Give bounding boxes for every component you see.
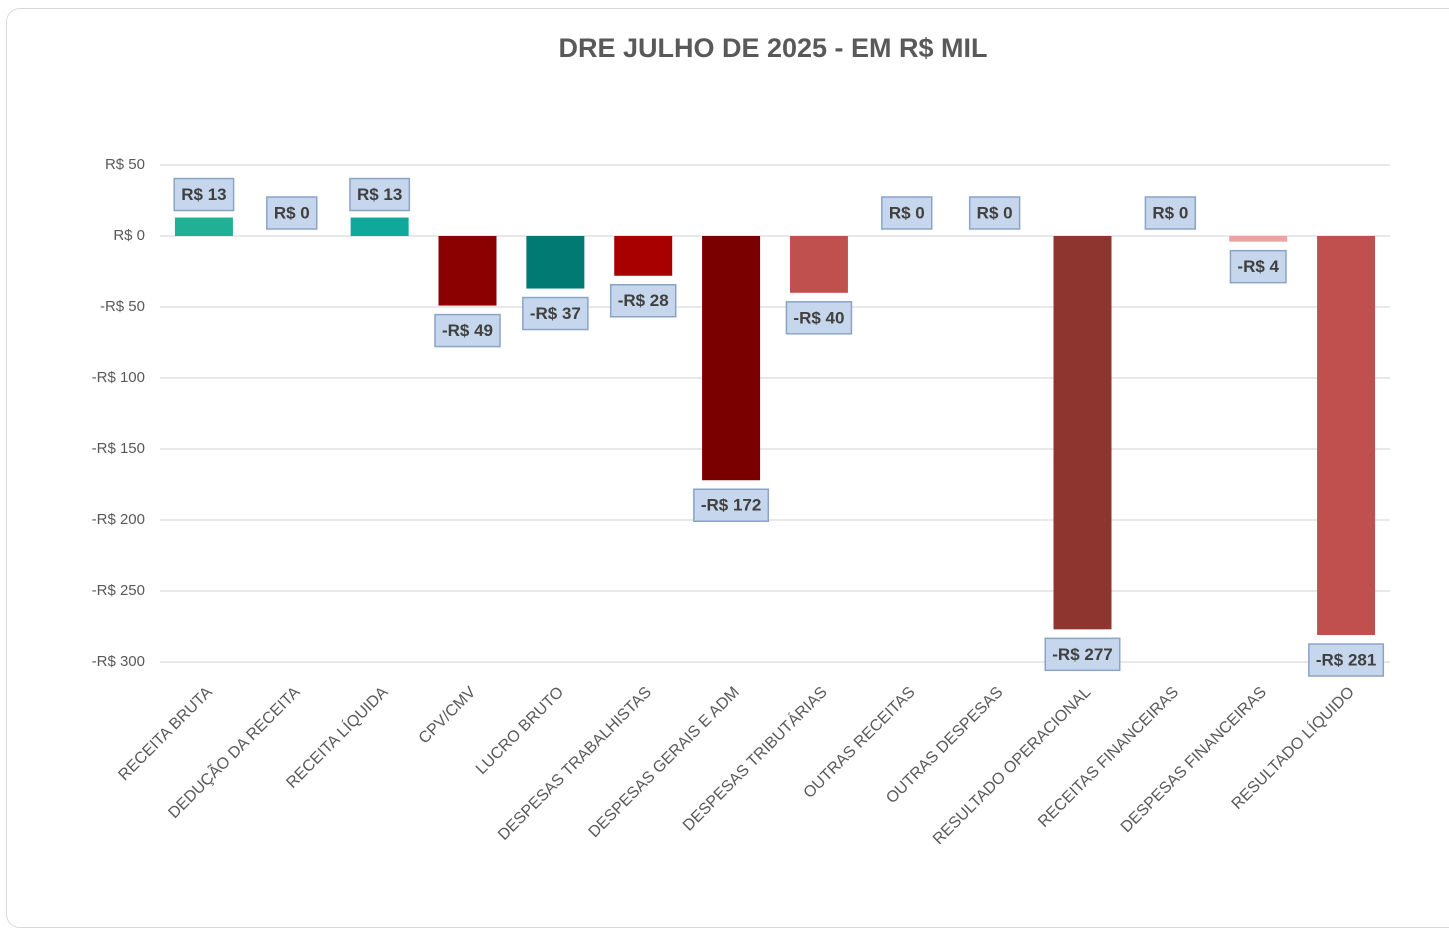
value-label-box xyxy=(1044,637,1121,672)
value-label: -R$ 49 xyxy=(442,321,493,340)
bar xyxy=(702,236,761,481)
value-label-box xyxy=(522,296,589,331)
value-label-box xyxy=(693,488,770,522)
chart-title: DRE JULHO DE 2025 - EM R$ MIL xyxy=(558,33,987,63)
value-label: -R$ 4 xyxy=(1237,257,1279,276)
value-label: R$ 0 xyxy=(977,203,1013,222)
value-label-box xyxy=(1144,196,1197,230)
x-tick-label: DESPESAS GERAIS E ADM xyxy=(586,684,743,841)
x-tick-label: DESPESAS TRIBUTÁRIAS xyxy=(679,682,831,834)
value-label-box xyxy=(968,196,1021,230)
bar xyxy=(526,236,585,289)
y-tick-label: -R$ 50 xyxy=(100,298,145,315)
x-tick-label: DESPESAS TRABALHISTAS xyxy=(495,684,655,844)
bar xyxy=(789,236,848,293)
y-tick-label: R$ 0 xyxy=(113,227,145,244)
value-label: R$ 13 xyxy=(181,185,226,204)
value-label: -R$ 172 xyxy=(701,496,761,515)
y-tick-label: -R$ 200 xyxy=(92,511,145,528)
bar xyxy=(174,217,233,236)
x-tick-label: LUCRO BRUTO xyxy=(473,684,567,778)
x-tick-label: RESULTADO OPERACIONAL xyxy=(930,684,1094,848)
y-tick-label: -R$ 300 xyxy=(92,653,145,670)
y-tick-label: -R$ 250 xyxy=(92,582,145,599)
y-tick-label: R$ 50 xyxy=(105,156,145,173)
value-label: -R$ 28 xyxy=(618,291,669,310)
x-tick-label: RECEITAS FINANCEIRAS xyxy=(1035,684,1182,831)
value-label-box xyxy=(349,177,411,212)
bar xyxy=(1053,236,1112,630)
x-tick-label: RECEITA BRUTA xyxy=(115,684,215,784)
value-label-box xyxy=(881,196,933,230)
value-label-box xyxy=(266,196,318,230)
value-label: -R$ 40 xyxy=(793,308,844,327)
value-label: -R$ 281 xyxy=(1316,651,1376,670)
value-label: R$ 0 xyxy=(274,203,310,222)
bar xyxy=(1317,236,1376,636)
value-label: -R$ 277 xyxy=(1052,645,1112,664)
bar xyxy=(614,236,673,276)
bar xyxy=(350,217,409,236)
x-tick-label: DESPESAS FINANCEIRAS xyxy=(1118,684,1270,836)
value-label-box xyxy=(1229,249,1287,284)
value-label-box xyxy=(1308,643,1385,677)
x-tick-label: CPV/CMV xyxy=(416,684,480,748)
value-label: R$ 0 xyxy=(1152,203,1188,222)
value-label: R$ 0 xyxy=(889,203,925,222)
value-label-box xyxy=(173,177,235,212)
value-label-box xyxy=(785,301,853,335)
bar xyxy=(438,236,497,306)
bar xyxy=(1229,236,1288,242)
value-label-box xyxy=(434,313,501,348)
value-label: -R$ 37 xyxy=(530,304,581,323)
value-label-box xyxy=(609,284,677,318)
y-tick-label: -R$ 100 xyxy=(92,369,145,386)
y-tick-label: -R$ 150 xyxy=(92,440,145,457)
value-label: R$ 13 xyxy=(357,185,402,204)
